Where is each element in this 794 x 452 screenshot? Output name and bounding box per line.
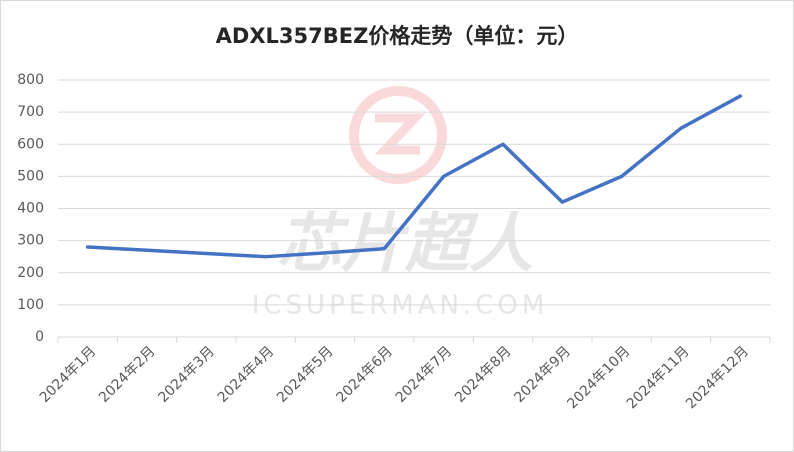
y-tick-label: 500 xyxy=(17,168,44,184)
watermark-url: ICSUPERMAN.COM xyxy=(252,291,549,321)
data-line xyxy=(85,94,743,259)
y-tick-label: 0 xyxy=(35,329,44,345)
watermark-logo xyxy=(349,86,447,184)
y-tick-label: 800 xyxy=(17,72,44,88)
watermark: 芯片超人 xyxy=(277,208,533,282)
y-tick-label: 200 xyxy=(17,265,44,281)
y-tick-label: 400 xyxy=(17,201,44,217)
y-tick-label: 600 xyxy=(17,136,44,152)
chart-title: ADXL357BEZ价格走势（单位：元） xyxy=(216,24,579,48)
y-tick-label: 300 xyxy=(17,233,44,249)
y-tick-label: 100 xyxy=(17,297,44,313)
y-tick-label: 700 xyxy=(17,104,44,120)
